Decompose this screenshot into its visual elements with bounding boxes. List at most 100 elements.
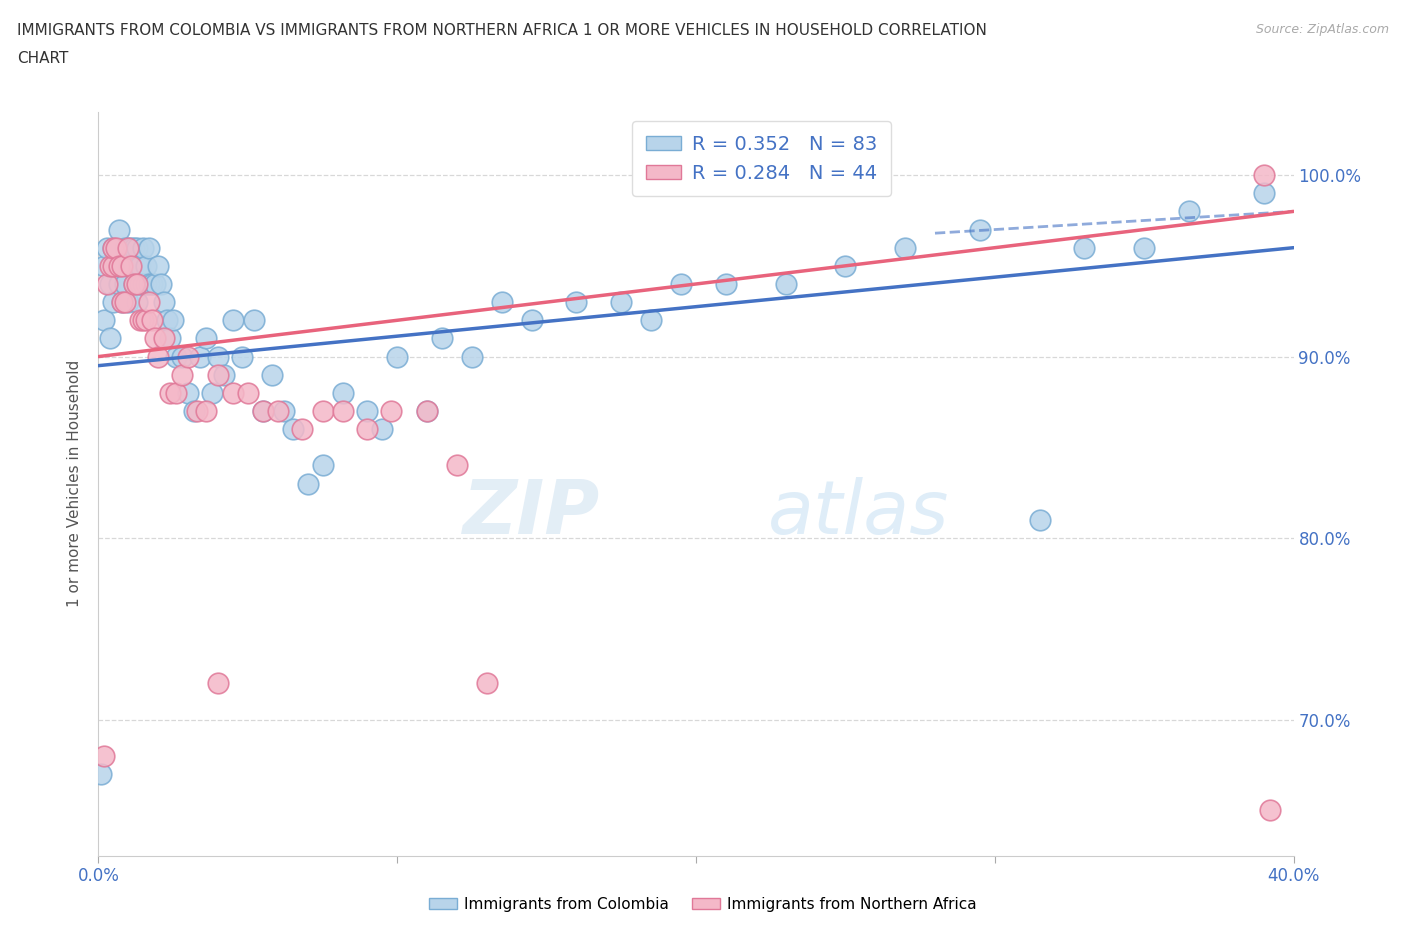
Point <box>380 404 402 418</box>
Point <box>114 276 136 291</box>
Point <box>491 295 513 310</box>
Point <box>117 240 139 255</box>
Point <box>775 276 797 291</box>
Point <box>120 240 142 255</box>
Point <box>172 367 194 382</box>
Y-axis label: 1 or more Vehicles in Household: 1 or more Vehicles in Household <box>67 360 83 607</box>
Point <box>1258 803 1281 817</box>
Point <box>894 240 917 255</box>
Point <box>252 404 274 418</box>
Point <box>222 385 245 400</box>
Point <box>98 331 122 346</box>
Point <box>260 367 283 382</box>
Point <box>117 295 139 310</box>
Point <box>430 331 453 346</box>
Point <box>148 259 170 273</box>
Point <box>103 240 125 255</box>
Point <box>120 259 142 273</box>
Point <box>159 331 181 346</box>
Point <box>243 312 266 327</box>
Point <box>461 349 484 364</box>
Point <box>610 295 633 310</box>
Point <box>236 385 259 400</box>
Point <box>153 331 176 346</box>
Point <box>98 259 122 273</box>
Point <box>165 349 187 364</box>
Point <box>183 404 205 418</box>
Point <box>129 259 152 273</box>
Point <box>969 222 991 237</box>
Point <box>114 295 136 310</box>
Point <box>132 276 155 291</box>
Point <box>297 476 319 491</box>
Point <box>103 240 125 255</box>
Point <box>117 240 139 255</box>
Point <box>98 276 122 291</box>
Text: Source: ZipAtlas.com: Source: ZipAtlas.com <box>1256 23 1389 36</box>
Point <box>640 312 662 327</box>
Point <box>135 312 157 327</box>
Point <box>129 312 152 327</box>
Point <box>385 349 409 364</box>
Legend: Immigrants from Colombia, Immigrants from Northern Africa: Immigrants from Colombia, Immigrants fro… <box>423 891 983 918</box>
Point <box>186 404 208 418</box>
Point <box>177 385 200 400</box>
Point <box>108 276 131 291</box>
Point <box>195 404 218 418</box>
Point <box>153 295 176 310</box>
Point <box>332 385 354 400</box>
Point <box>129 276 152 291</box>
Point <box>135 259 157 273</box>
Point <box>124 240 146 255</box>
Point <box>273 404 295 418</box>
Point <box>141 312 163 327</box>
Point <box>446 458 468 472</box>
Point <box>201 385 224 400</box>
Point <box>714 276 737 291</box>
Point <box>416 404 439 418</box>
Point <box>252 404 274 418</box>
Point <box>124 276 146 291</box>
Point <box>111 259 134 273</box>
Point <box>162 312 184 327</box>
Point <box>520 312 543 327</box>
Point <box>207 676 229 691</box>
Point <box>669 276 692 291</box>
Point <box>143 331 166 346</box>
Point <box>103 295 125 310</box>
Point <box>105 240 128 255</box>
Point <box>96 276 118 291</box>
Text: ZIP: ZIP <box>463 477 600 550</box>
Point <box>150 276 173 291</box>
Point <box>141 276 163 291</box>
Point <box>111 295 134 310</box>
Point <box>212 367 235 382</box>
Point <box>120 259 142 273</box>
Point <box>231 349 253 364</box>
Point <box>1253 186 1275 201</box>
Point <box>93 259 115 273</box>
Point <box>135 276 157 291</box>
Point <box>332 404 354 418</box>
Point <box>281 421 304 436</box>
Point <box>156 312 179 327</box>
Point <box>311 404 333 418</box>
Point <box>159 385 181 400</box>
Point <box>1133 240 1156 255</box>
Text: IMMIGRANTS FROM COLOMBIA VS IMMIGRANTS FROM NORTHERN AFRICA 1 OR MORE VEHICLES I: IMMIGRANTS FROM COLOMBIA VS IMMIGRANTS F… <box>17 23 987 38</box>
Text: atlas: atlas <box>768 477 949 550</box>
Point <box>108 259 131 273</box>
Point <box>311 458 333 472</box>
Point <box>132 312 155 327</box>
Point <box>111 295 134 310</box>
Point <box>356 404 378 418</box>
Point <box>138 240 160 255</box>
Point <box>291 421 314 436</box>
Point <box>222 312 245 327</box>
Point <box>1028 512 1050 527</box>
Point <box>127 276 149 291</box>
Point <box>1073 240 1095 255</box>
Point <box>111 259 134 273</box>
Point <box>834 259 856 273</box>
Point <box>127 295 149 310</box>
